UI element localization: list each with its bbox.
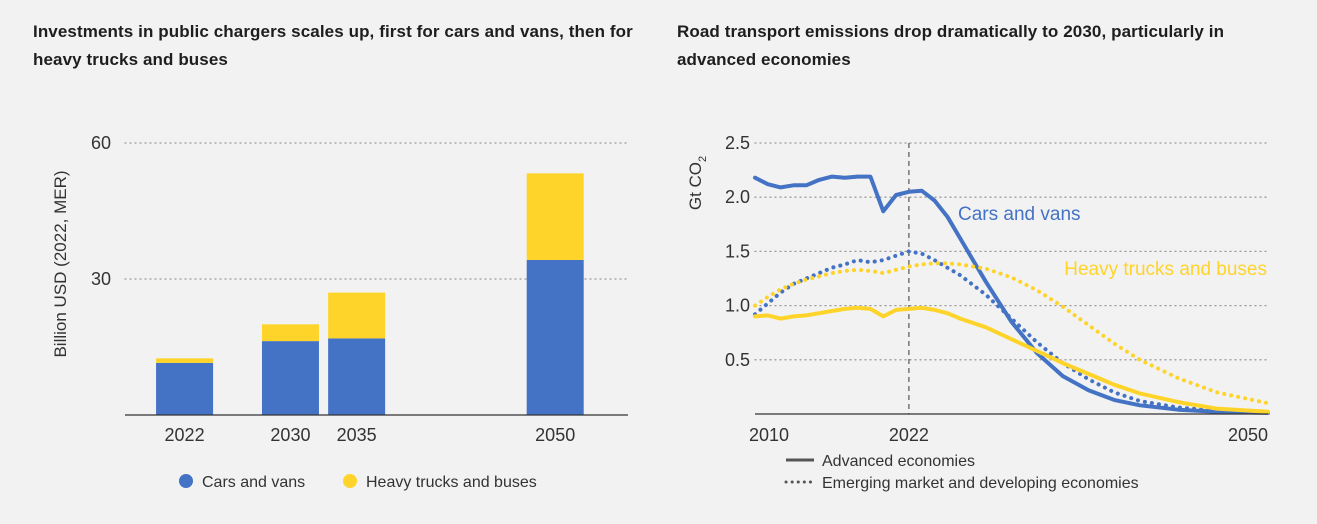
line-y-axis-label-text: Gt CO [686,162,705,210]
bar-gridlines [124,142,629,280]
legend-label-emerging: Emerging market and developing economies [822,475,1139,492]
legend-marker-cars [179,474,193,488]
cars-and-vans-advanced-line [753,174,1270,415]
line-x-tick-labels: 2010 2022 2050 [749,425,1268,445]
bar-legend: Cars and vans Heavy trucks and buses [179,474,537,491]
legend-label-advanced: Advanced economies [822,453,975,470]
bar-heavy-trucks-and-buses [156,358,214,363]
right-chart-title: Road transport emissions drop dramatical… [677,22,1225,69]
bar-y-tick-label: 60 [91,133,111,153]
bar-x-tick-label: 2022 [165,425,205,445]
bar-y-axis-label: Billion USD (2022, MER) [51,170,70,357]
heavy-trucks-and-buses-emerging-line [753,261,1270,406]
investment-bar-chart: 30 60 2022 2030 2035 2050 Billion USD (2022,… [51,133,629,491]
legend-label-cars: Cars and vans [202,474,305,491]
bar-cars-and-vans [156,362,214,415]
left-chart-title: Investments in public chargers scales up… [33,22,633,69]
line-x-tick-label: 2022 [889,425,929,445]
legend-marker-trucks [343,474,357,488]
line-y-axis-label-subscript: 2 [697,156,709,162]
series-label-cars: Cars and vans [958,204,1081,225]
line-legend: Advanced economies Emerging market and d… [784,453,1139,492]
bar-cars-and-vans [261,341,319,415]
bar-x-tick-labels: 2022 2030 2035 2050 [165,425,576,445]
bar-heavy-trucks-and-buses [261,324,319,342]
line-y-tick-labels: 0.5 1.0 1.5 2.0 2.5 [725,133,750,370]
bar-x-tick-label: 2035 [337,425,377,445]
legend-label-trucks: Heavy trucks and buses [366,474,537,491]
line-y-tick-label: 2.0 [725,187,750,207]
line-x-tick-label: 2010 [749,425,789,445]
line-y-tick-label: 2.5 [725,133,750,153]
bar-cars-and-vans [328,338,386,415]
line-y-axis-label: Gt CO2 [686,156,709,210]
bar-x-tick-label: 2050 [535,425,575,445]
line-x-tick-label: 2050 [1228,425,1268,445]
line-y-tick-label: 1.0 [725,296,750,316]
bar-cars-and-vans [526,259,584,415]
bar-x-tick-label: 2030 [270,425,310,445]
bar-heavy-trucks-and-buses [328,292,386,339]
series-label-trucks: Heavy trucks and buses [1064,259,1267,280]
bar-y-tick-label: 30 [91,269,111,289]
emissions-line-chart: 0.5 1.0 1.5 2.0 2.5 2010 2022 2050 Gt CO2 Cars… [686,133,1270,492]
line-series [753,174,1270,415]
line-y-tick-label: 1.5 [725,241,750,261]
bar-y-tick-labels: 30 60 [91,133,111,289]
bar-series [156,173,584,415]
cars-and-vans-emerging-line [753,249,1270,414]
bar-heavy-trucks-and-buses [526,173,584,260]
line-y-tick-label: 0.5 [725,350,750,370]
line-gridlines [754,142,1269,361]
heavy-trucks-and-buses-advanced-line [753,305,1270,414]
